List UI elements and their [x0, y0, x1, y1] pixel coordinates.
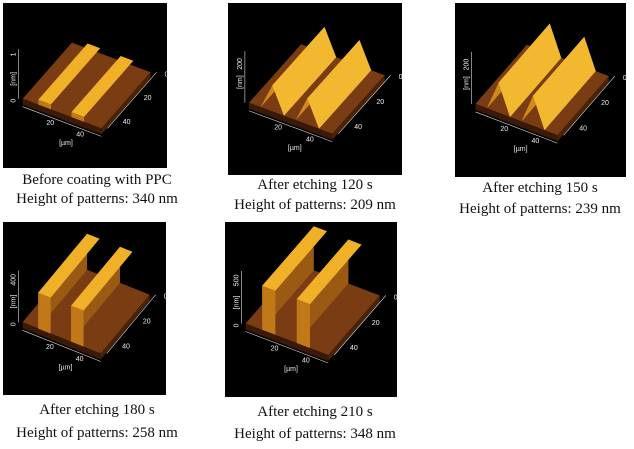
surface-front — [22, 322, 101, 360]
x-tick-label: 20 — [271, 346, 279, 353]
z-axis-label: [nm] — [464, 76, 471, 90]
surface-front — [248, 102, 333, 140]
x-axis-label: [µm] — [288, 145, 302, 152]
x-tick-label: 20 — [274, 125, 282, 132]
ridge-top — [262, 226, 327, 291]
x-axis — [245, 331, 329, 364]
z-axis-label: [nm] — [11, 295, 18, 309]
y-tick-label: 20 — [601, 100, 609, 107]
ridge-right — [533, 36, 596, 131]
ridge-right — [307, 40, 372, 129]
afm-image: 200 [nm] 20 40 [µm] 0 20 40 — [228, 3, 403, 175]
surface-front — [475, 103, 558, 142]
caption-line: After etching 210 s — [257, 404, 373, 420]
y-tick-label: 0 — [165, 71, 169, 78]
caption-line: Before coating with PPC — [22, 172, 172, 188]
ridge-front — [71, 305, 84, 347]
ridge-front — [71, 112, 85, 122]
y-axis — [333, 295, 387, 356]
x-tick-label: 20 — [46, 344, 54, 351]
x-axis-label: [µm] — [59, 140, 73, 147]
x-tick-label: 20 — [500, 126, 508, 133]
y-tick-label: 20 — [144, 95, 152, 102]
x-axis — [22, 330, 101, 362]
surface-side — [100, 294, 150, 360]
ridge-front — [296, 299, 310, 349]
y-axis — [338, 75, 391, 134]
z-axis-label: [nm] — [234, 296, 241, 310]
y-tick-label: 20 — [143, 319, 151, 326]
x-tick-label: 40 — [76, 356, 84, 363]
x-axis-label: [µm] — [59, 364, 73, 371]
y-tick-label: 40 — [354, 124, 362, 131]
ridge-right — [498, 23, 562, 118]
caption-line: After etching 120 s — [257, 177, 373, 193]
afm-image: 200 [nm] 20 40 [µm] 0 20 40 — [455, 3, 627, 177]
ridge-top — [296, 239, 362, 305]
ridge-top — [71, 246, 133, 311]
z-tick-label: 0 — [234, 323, 241, 327]
z-tick-label: 0 — [11, 322, 18, 326]
y-tick-label: 0 — [399, 74, 403, 81]
x-tick-label: 20 — [46, 120, 54, 127]
caption-line: Height of patterns: 258 nm — [16, 425, 178, 441]
y-tick-label: 40 — [579, 125, 587, 132]
surface-side — [557, 76, 609, 142]
x-axis — [22, 106, 102, 137]
y-tick-label: 20 — [372, 320, 380, 327]
caption-line: Height of patterns: 209 nm — [234, 197, 396, 213]
x-tick-label: 40 — [532, 138, 540, 145]
z-axis-label: [nm] — [11, 72, 18, 86]
ridge-front — [38, 292, 51, 334]
z-axis-label: [nm] — [237, 75, 244, 89]
surface-side — [332, 75, 385, 140]
y-tick-label: 0 — [623, 75, 627, 82]
caption-line: Height of patterns: 348 nm — [234, 426, 396, 442]
y-axis — [106, 294, 156, 354]
z-tick-label: 0 — [11, 99, 18, 103]
surface-front — [245, 323, 329, 361]
y-axis — [563, 75, 616, 136]
surface-side — [101, 72, 151, 135]
caption-line: Height of patterns: 340 nm — [16, 191, 178, 207]
y-tick-label: 40 — [123, 119, 131, 126]
ridge-front — [262, 285, 276, 335]
y-tick-label: 40 — [122, 344, 130, 351]
z-tick-label: 200 — [237, 58, 244, 70]
ridge-right — [272, 26, 337, 116]
ridge-top — [38, 233, 100, 298]
ridge-front — [38, 99, 51, 110]
y-axis — [107, 72, 157, 129]
y-tick-label: 40 — [350, 345, 358, 352]
x-axis — [248, 110, 333, 143]
caption-line: After etching 180 s — [39, 402, 155, 418]
x-axis-label: [µm] — [284, 366, 298, 373]
z-tick-label: 1 — [11, 52, 18, 56]
x-axis — [475, 111, 558, 144]
x-tick-label: 40 — [302, 357, 310, 364]
surface-side — [328, 295, 380, 361]
x-axis-label: [µm] — [514, 146, 528, 153]
y-tick-label: 0 — [164, 294, 168, 301]
x-tick-label: 40 — [76, 131, 84, 138]
caption-line: After etching 150 s — [482, 180, 598, 196]
z-tick-label: 200 — [464, 59, 471, 71]
y-tick-label: 20 — [376, 99, 384, 106]
ridge-top — [71, 56, 134, 117]
x-tick-label: 40 — [306, 136, 314, 143]
ridge-top — [38, 43, 101, 105]
caption-line: Height of patterns: 239 nm — [459, 201, 621, 217]
surface-front — [22, 98, 102, 135]
z-tick-label: 500 — [234, 274, 241, 286]
z-tick-label: 400 — [11, 274, 18, 286]
afm-image: 500 0 [nm] 20 40 [µm] 0 20 40 — [225, 222, 398, 397]
y-tick-label: 0 — [394, 295, 398, 302]
